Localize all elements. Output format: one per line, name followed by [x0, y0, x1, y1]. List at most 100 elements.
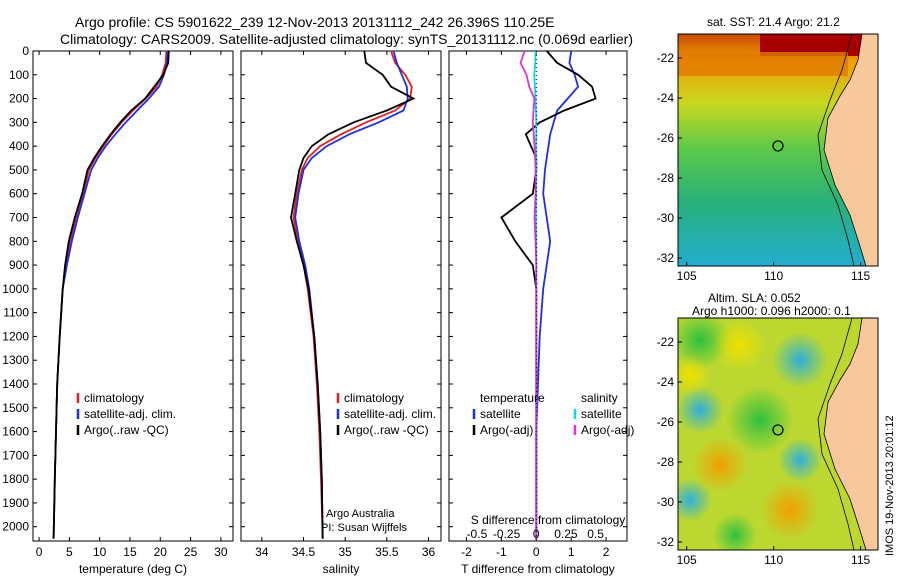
sst-map-panel: sat. SST: 21.4 Argo: 21.2 105 110 115 -22 -2… — [657, 15, 879, 283]
x-tick-label: -2 — [461, 545, 472, 559]
shelf-contour — [817, 318, 855, 550]
sst-map-axes: 105 110 115 -22 -24 -26 -28 -30 -32 — [657, 51, 871, 283]
top-tick-label: 0.5 — [587, 527, 604, 541]
map-y-tick-label: -26 — [657, 415, 675, 429]
plot-frame — [240, 50, 442, 542]
legend-label: satellite-adj. clim. — [84, 407, 176, 421]
x-tick-label: 10 — [93, 545, 107, 559]
x-tick-label: 0 — [533, 545, 540, 559]
x-axis-label: T difference from climatology — [461, 562, 615, 576]
title-line-1: Argo profile: CS 5901622_239 12-Nov-2013… — [75, 14, 555, 30]
y-tick-label: 0 — [22, 44, 29, 58]
plot-frame — [448, 50, 628, 542]
y-tick-label: 900 — [9, 258, 29, 272]
y-tick-label: 1400 — [2, 377, 29, 391]
x-tick-label: 25 — [184, 545, 198, 559]
legend-label: Argo(-adj) — [480, 423, 533, 437]
map-x-tick-label: 105 — [677, 269, 697, 283]
series-line — [535, 50, 580, 539]
x-tick-label: 2 — [603, 545, 610, 559]
y-tick-label: 1500 — [2, 401, 29, 415]
map-y-tick-label: -32 — [657, 251, 675, 265]
legend-label: satellite-adj. clim. — [344, 407, 436, 421]
title-line-2: Climatology: CARS2009. Satellite-adjuste… — [60, 31, 633, 47]
x-tick-label: 0 — [36, 545, 43, 559]
map-x-tick-label: 105 — [677, 553, 697, 567]
land-area — [823, 318, 878, 550]
x-tick-label: 36 — [422, 545, 436, 559]
legend-label: climatology — [344, 391, 404, 405]
sla-map-title-1: Altim. SLA: 0.052 — [708, 291, 801, 305]
legend-label: climatology — [84, 391, 144, 405]
y-tick-label: 100 — [9, 68, 29, 82]
temperature-panel: 0100200300400500600700800900100011001200… — [2, 44, 234, 576]
sst-map-frame — [677, 33, 879, 267]
y-tick-label: 1200 — [2, 329, 29, 343]
legend-label: Argo(..raw -QC) — [344, 423, 429, 437]
sst-orange-patch — [678, 52, 848, 76]
legend-label: salinity — [581, 391, 618, 405]
x-axis-label: temperature (deg C) — [79, 562, 187, 576]
x-tick-label: -1 — [496, 545, 507, 559]
sla-blob — [772, 332, 828, 388]
top-tick-label: -0.5 — [467, 527, 488, 541]
y-tick-label: 200 — [9, 92, 29, 106]
y-tick-label: 400 — [9, 139, 29, 153]
sla-map-title-2: Argo h1000: 0.096 h2000: 0.1 — [692, 304, 851, 318]
legend-label: temperature — [480, 391, 545, 405]
sla-blob — [714, 319, 766, 371]
y-tick-label: 300 — [9, 115, 29, 129]
x-tick-label: 20 — [154, 545, 168, 559]
x-tick-label: 15 — [123, 545, 137, 559]
series-line — [52, 50, 170, 539]
map-y-tick-label: -22 — [657, 335, 675, 349]
land-area — [823, 34, 878, 266]
sst-map-title: sat. SST: 21.4 Argo: 21.2 — [707, 15, 840, 29]
legend-label: satellite — [581, 407, 622, 421]
map-y-tick-label: -30 — [657, 495, 675, 509]
x-tick-label: 34.5 — [292, 545, 316, 559]
map-x-tick-label: 115 — [851, 553, 870, 567]
map-y-tick-label: -28 — [657, 171, 675, 185]
annotation-institution: Argo Australia — [326, 508, 395, 520]
map-y-tick-label: -26 — [657, 131, 675, 145]
difference-panel: -2 -1 0 1 2 T difference from climatology S di… — [448, 50, 634, 576]
x-tick-label: 34 — [255, 545, 269, 559]
top-tick-label: 0 — [533, 527, 540, 541]
map-y-tick-label: -22 — [657, 51, 675, 65]
sst-warm-patch — [760, 34, 878, 56]
series-line — [519, 50, 538, 539]
y-tick-label: 1600 — [2, 425, 29, 439]
plot-frame — [32, 50, 234, 542]
y-tick-label: 1700 — [2, 448, 29, 462]
x-tick-label: 30 — [214, 545, 228, 559]
x-tick-label: 1 — [568, 545, 575, 559]
y-tick-label: 1000 — [2, 282, 29, 296]
map-y-tick-label: -28 — [657, 455, 675, 469]
sst-argo-marker — [772, 140, 784, 152]
map-y-tick-label: -24 — [657, 91, 675, 105]
sla-map-panel: Altim. SLA: 0.052 Argo h1000: 0.096 h200… — [657, 291, 879, 567]
top-tick-label: 0.25 — [554, 527, 578, 541]
sla-blob — [713, 513, 757, 550]
legend-label: Argo(..raw -QC) — [84, 423, 169, 437]
sla-blob — [760, 480, 820, 540]
salinity-panel: 34 34.5 35 35.5 36 salinity climatology satelli… — [240, 50, 442, 576]
y-tick-label: 1100 — [3, 306, 29, 320]
y-tick-label: 1800 — [2, 472, 29, 486]
sla-blob — [692, 437, 748, 493]
sla-argo-marker — [772, 424, 784, 436]
annotation-pi: PI: Susan Wijffels — [321, 522, 407, 534]
y-tick-label: 500 — [9, 163, 29, 177]
series-line — [290, 50, 416, 539]
sla-map-axes: 105 110 115 -22 -24 -26 -28 -30 -32 — [657, 335, 871, 567]
y-tick-label: 800 — [9, 234, 29, 248]
sla-blob — [678, 355, 710, 395]
map-x-tick-label: 110 — [764, 553, 783, 567]
legend-label: Argo(-adj) — [581, 423, 634, 437]
map-x-tick-label: 110 — [764, 269, 783, 283]
x-tick-label: 5 — [66, 545, 73, 559]
map-y-tick-label: -24 — [657, 375, 675, 389]
legend-label: satellite — [480, 407, 521, 421]
